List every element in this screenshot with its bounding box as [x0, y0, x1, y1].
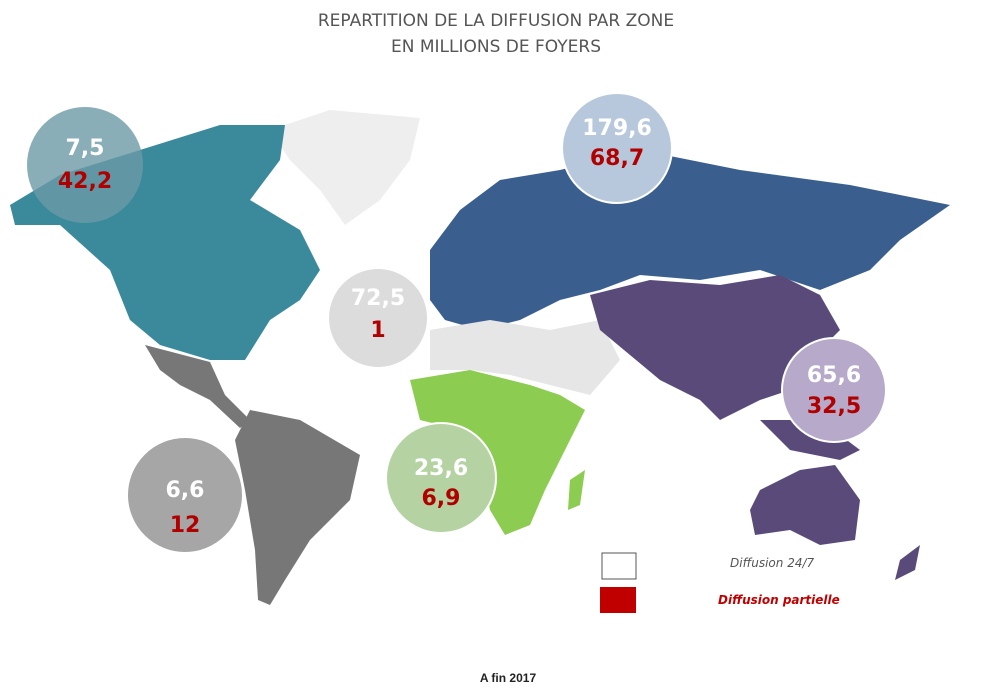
partial-value: 1 — [370, 318, 385, 343]
partial-value: 42,2 — [58, 169, 112, 194]
australia — [750, 465, 860, 545]
bubble — [327, 267, 429, 369]
full-value: 7,5 — [66, 136, 105, 161]
footnote: A fin 2017 — [480, 671, 537, 685]
central-america — [145, 345, 250, 428]
full-value: 179,6 — [582, 116, 652, 141]
bubble — [126, 436, 244, 554]
partial-value: 6,9 — [422, 486, 461, 511]
madagascar — [568, 470, 585, 510]
full-value: 6,6 — [166, 478, 205, 503]
title-line: REPARTITION DE LA DIFFUSION PAR ZONE — [318, 11, 674, 31]
partial-value: 12 — [170, 513, 201, 538]
bubble — [27, 107, 143, 223]
europe-russia — [430, 150, 950, 330]
south-america — [235, 410, 360, 605]
bubble — [561, 92, 673, 204]
partial-value: 32,5 — [807, 394, 861, 419]
greenland — [270, 110, 420, 225]
partial-value: 68,7 — [590, 146, 644, 171]
full-value: 23,6 — [414, 456, 468, 481]
zone-bubbles: 7,5 42,2 179,6 68,7 72,5 1 65,6 32,5 6,6… — [27, 92, 887, 554]
legend: Diffusion 24/7 Diffusion partielle — [600, 552, 840, 613]
legend-swatch — [601, 552, 637, 580]
legend-label: Diffusion partielle — [718, 593, 840, 607]
bubble — [385, 422, 497, 534]
full-value: 72,5 — [351, 286, 405, 311]
legend-swatch — [600, 587, 636, 613]
bubble — [781, 337, 887, 443]
title-line: EN MILLIONS DE FOYERS — [391, 37, 601, 57]
world-map — [10, 110, 950, 605]
southeast-asia-islands — [760, 420, 860, 460]
new-zealand — [895, 545, 920, 580]
africa — [410, 370, 585, 535]
asia — [590, 275, 840, 420]
legend-label: Diffusion 24/7 — [730, 556, 815, 570]
north-africa-middle-east — [430, 320, 620, 395]
full-value: 65,6 — [807, 363, 861, 388]
